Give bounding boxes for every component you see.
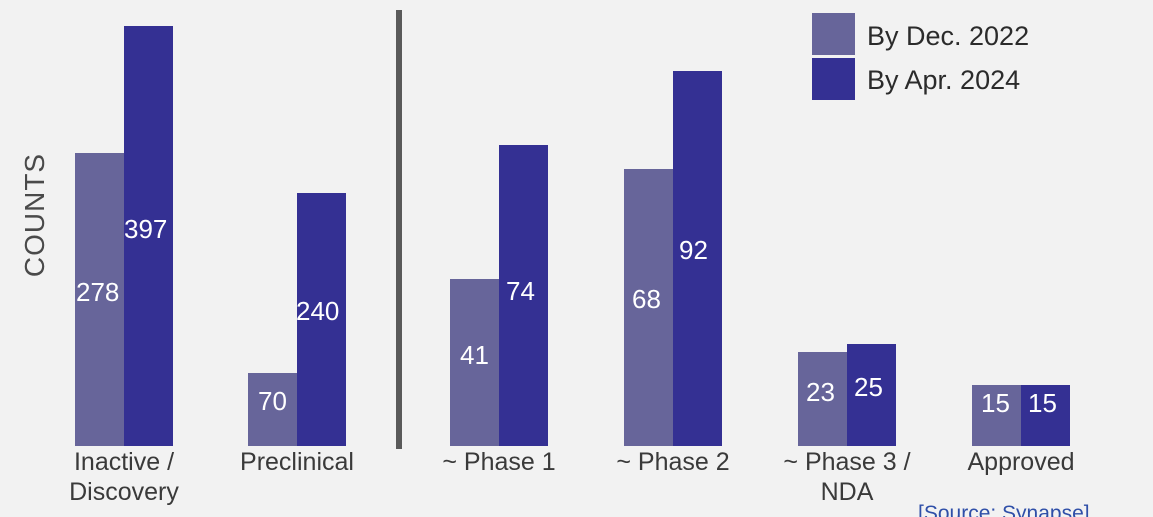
value-label-0-series-0: 278 [76, 277, 119, 307]
bar-4-series-0 [798, 352, 847, 446]
y-axis-label: COUNTS [19, 153, 50, 277]
value-label-1-series-0: 70 [258, 386, 287, 416]
value-label-0-series-1: 397 [124, 214, 167, 244]
source-note: [Source: Synapse] [918, 502, 1090, 517]
category-label-2-line-0: ~ Phase 1 [442, 448, 555, 476]
legend: By Dec. 2022 By Apr. 2024 [812, 13, 1029, 100]
value-label-2-series-1: 74 [506, 276, 535, 306]
bar-0-series-1 [124, 26, 173, 446]
value-label-2-series-0: 41 [460, 340, 489, 370]
category-label-4-line-0: ~ Phase 3 / [783, 448, 910, 476]
value-label-3-series-0: 68 [632, 284, 661, 314]
bar-3-series-0 [624, 169, 673, 446]
value-label-5-series-0: 15 [981, 388, 1010, 418]
category-label-0-line-0: Inactive / [74, 448, 174, 476]
labels-group: 278 397 Inactive /Discovery 70 240 Preclinica… [69, 214, 1074, 506]
value-label-4-series-1: 25 [854, 372, 883, 402]
value-label-3-series-1: 92 [679, 235, 708, 265]
bar-3-series-1 [673, 71, 722, 446]
category-label-0-line-1: Discovery [69, 478, 179, 506]
legend-label-dec-2022: By Dec. 2022 [867, 21, 1029, 51]
category-label-1-line-0: Preclinical [240, 448, 354, 476]
bar-1-series-0 [248, 373, 297, 446]
bar-2-series-0 [450, 279, 499, 446]
legend-swatch-dec-2022 [812, 13, 855, 55]
bar-1-series-1 [297, 193, 346, 446]
bar-5-series-1 [1021, 385, 1070, 446]
category-label-3-line-0: ~ Phase 2 [616, 448, 729, 476]
value-label-4-series-0: 23 [806, 377, 835, 407]
legend-swatch-apr-2024 [812, 58, 855, 100]
legend-label-apr-2024: By Apr. 2024 [867, 65, 1020, 95]
value-label-5-series-1: 15 [1028, 388, 1057, 418]
bars-group [75, 26, 1070, 446]
category-label-5-line-0: Approved [967, 448, 1074, 476]
bar-4-series-1 [847, 344, 896, 446]
bar-5-series-0 [972, 385, 1021, 446]
value-label-1-series-1: 240 [296, 296, 339, 326]
bar-0-series-0 [75, 153, 124, 446]
category-label-4-line-1: NDA [821, 478, 874, 506]
bar-2-series-1 [499, 145, 548, 446]
